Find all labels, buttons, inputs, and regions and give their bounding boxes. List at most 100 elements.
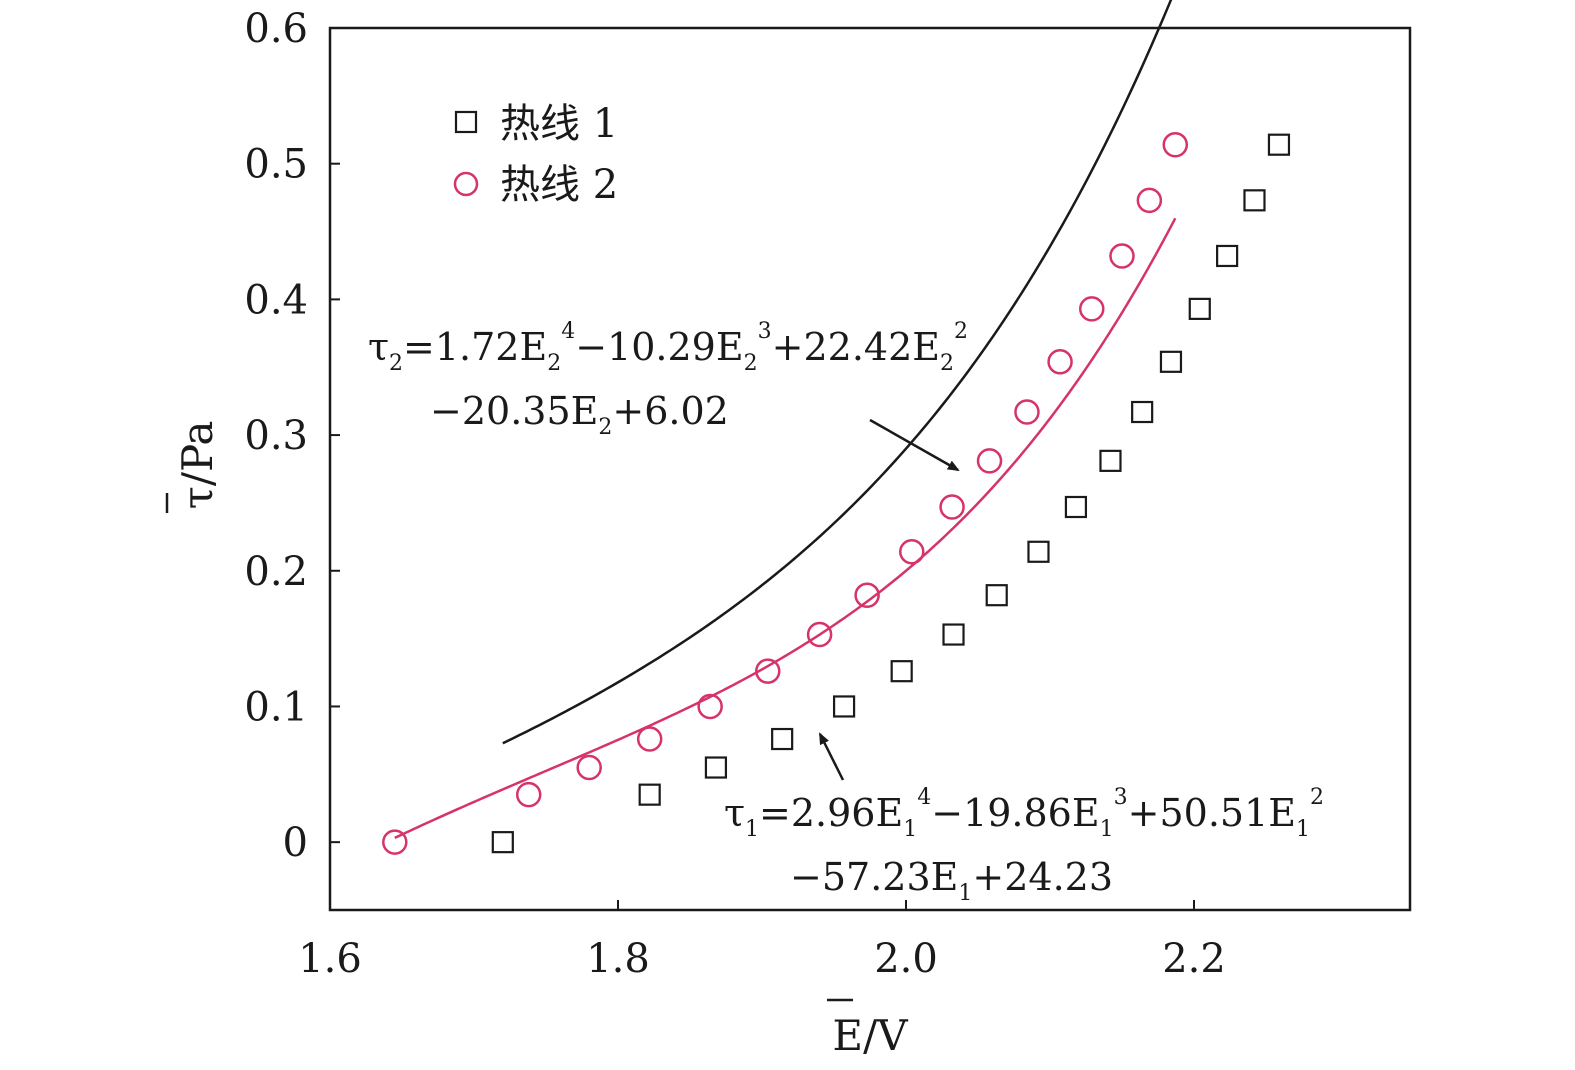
x-tick-label: 2.2: [1162, 936, 1226, 982]
data-point-series-2: [1014, 399, 1040, 425]
eq2-e-2-exponent: 3: [758, 319, 772, 344]
y-tick-label: 0.3: [244, 413, 308, 459]
eq2-tau-subscript: 2: [389, 351, 403, 376]
legend-label-series-2: 热线 2: [500, 162, 618, 208]
eq1-e-2: E: [1072, 791, 1100, 835]
x-axis-title: E/V: [827, 998, 908, 1060]
data-point-series-2: [576, 754, 602, 781]
equation-2-line-2: −20.35E2+6.02: [430, 389, 729, 440]
eq1-term-3: +50.51: [1128, 791, 1269, 835]
data-point-series-1: [942, 623, 965, 646]
x-tick-label: 2.0: [874, 936, 938, 982]
data-point-series-1: [1243, 189, 1266, 212]
eq2-term-3: +22.42: [772, 325, 913, 369]
data-point-series-2: [1047, 349, 1073, 375]
y-tick-label: 0.5: [244, 142, 308, 188]
x-axis-title-text: E/V: [832, 1011, 908, 1060]
axis-ticks: 1.6 1.8 2.0 2.2 0 0.1 0.2 0.3 0.4 0.5 0.6: [244, 6, 1225, 982]
data-point-series-2: [1162, 131, 1189, 158]
data-point-series-1: [985, 584, 1008, 607]
data-point-series-1: [491, 831, 514, 854]
data-point-series-2: [1079, 296, 1105, 322]
y-tick-label: 0: [283, 820, 308, 866]
eq1-tau: τ: [724, 791, 745, 835]
eq2-term-5: +6.02: [612, 389, 728, 433]
x-tick-label: 1.8: [586, 936, 650, 982]
data-point-series-1: [1064, 495, 1088, 519]
eq1-e-4-subscript: 1: [958, 881, 972, 906]
eq2-e-3-subscript: 2: [940, 351, 954, 376]
data-point-series-2: [515, 781, 542, 808]
eq1-e-3-subscript: 1: [1296, 817, 1310, 842]
data-point-series-1: [1216, 244, 1239, 268]
equation-1: τ1=2.96E14−19.86E13+50.51E12 −57.23E1+24…: [724, 732, 1324, 906]
equation-2-arrow: [869, 418, 960, 472]
eq2-e-3: E: [912, 325, 940, 369]
eq2-term-1: =1.72: [403, 325, 519, 369]
equation-2-line-1: τ2=1.72E24−10.29E23+22.42E22: [368, 319, 968, 376]
data-point-series-1: [1027, 540, 1050, 563]
data-point-series-1: [638, 783, 661, 806]
eq1-term-1: =2.96: [759, 791, 875, 835]
data-point-series-2: [382, 829, 408, 855]
eq2-e-4-subscript: 2: [598, 415, 612, 440]
y-tick-label: 0.2: [244, 549, 308, 595]
data-point-series-1: [832, 695, 856, 718]
legend-circle-icon: [453, 171, 479, 197]
data-point-series-2: [1109, 243, 1135, 269]
y-axis-title-text: τ/Pa: [173, 421, 222, 510]
eq1-e-1-subscript: 1: [903, 817, 917, 842]
data-point-series-2: [1136, 187, 1163, 214]
data-point-series-2: [806, 621, 833, 648]
y-tick-label: 0.6: [244, 6, 308, 52]
eq1-e-1: E: [875, 791, 903, 835]
data-point-series-1: [1188, 297, 1211, 320]
data-point-series-2: [899, 539, 925, 565]
eq1-term-5: +24.23: [972, 855, 1113, 899]
eq1-e-2-subscript: 1: [1100, 817, 1114, 842]
eq1-e-4: E: [931, 855, 959, 899]
eq2-e-1-exponent: 4: [561, 319, 575, 344]
data-point-series-1: [704, 756, 728, 779]
data-point-series-1: [771, 727, 794, 751]
eq1-tau-subscript: 1: [745, 817, 759, 842]
data-point-series-2: [976, 448, 1003, 474]
y-tick-label: 0.1: [244, 684, 308, 730]
data-point-series-2: [939, 494, 965, 520]
eq2-e-1: E: [519, 325, 547, 369]
fit-curve-series-1: [502, 0, 1173, 745]
eq2-e-2-subscript: 2: [744, 351, 758, 376]
data-point-series-1: [1099, 449, 1122, 472]
eq1-e-3: E: [1268, 791, 1296, 835]
legend: 热线 1 热线 2: [453, 101, 618, 208]
data-point-series-2: [697, 693, 723, 720]
data-point-series-1: [890, 660, 913, 683]
legend-label-series-1: 热线 1: [500, 101, 618, 147]
eq2-e-4: E: [571, 389, 599, 433]
eq1-e-2-exponent: 3: [1114, 785, 1128, 810]
eq2-e-3-exponent: 2: [954, 319, 968, 344]
data-point-series-2: [854, 582, 880, 608]
fit-curves: [394, 0, 1177, 840]
data-point-series-1: [1267, 133, 1291, 156]
x-tick-label: 1.6: [298, 936, 362, 982]
equation-2: τ2=1.72E24−10.29E23+22.42E22 −20.35E2+6.…: [368, 319, 968, 472]
data-point-series-1: [1159, 350, 1183, 373]
data-point-series-2: [636, 726, 663, 752]
plot-frame: [328, 26, 1412, 912]
legend-square-icon: [454, 110, 478, 134]
eq2-term-4: −20.35: [430, 389, 571, 433]
eq1-e-1-exponent: 4: [917, 785, 931, 810]
eq2-term-2: −10.29: [575, 325, 716, 369]
equation-1-line-1: τ1=2.96E14−19.86E13+50.51E12: [724, 785, 1324, 842]
eq2-tau: τ: [368, 325, 389, 369]
eq2-e-2: E: [716, 325, 744, 369]
y-tick-label: 0.4: [244, 277, 308, 323]
eq2-e-1-subscript: 2: [547, 351, 561, 376]
y-axis-title: τ/Pa: [165, 421, 222, 513]
eq1-e-3-exponent: 2: [1310, 785, 1324, 810]
data-point-series-1: [1131, 400, 1154, 424]
eq1-term-2: −19.86: [931, 791, 1072, 835]
data-point-series-2: [755, 658, 781, 684]
